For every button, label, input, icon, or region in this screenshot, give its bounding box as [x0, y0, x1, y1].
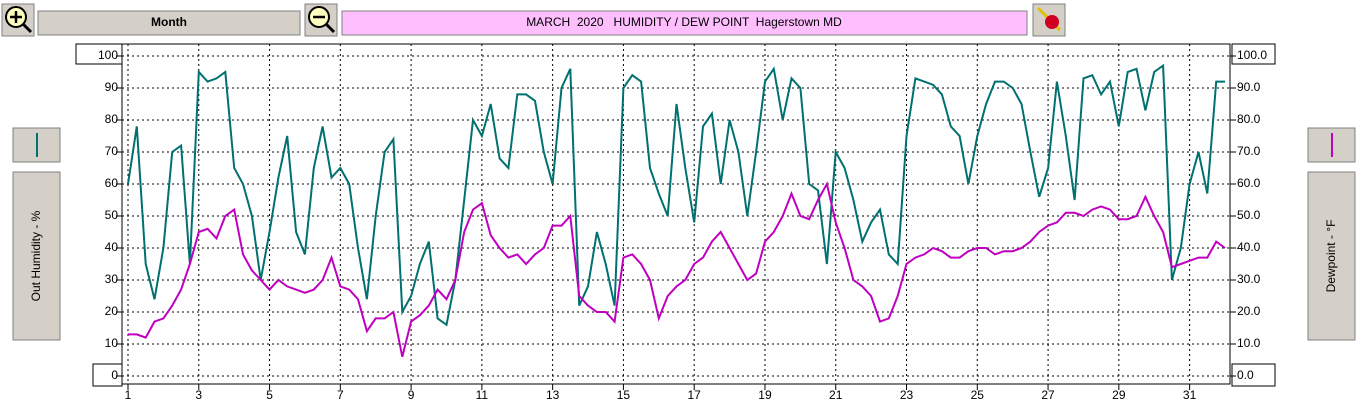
- axis-box: [1231, 43, 1276, 65]
- x-tick-label: 13: [546, 388, 560, 402]
- x-tick-label: 27: [1041, 388, 1055, 402]
- range-button[interactable]: [37, 10, 301, 36]
- y2-tick-label: 60.0: [1237, 176, 1261, 190]
- y2-tick-label: 50.0: [1237, 208, 1261, 222]
- y2-tick-label: 40.0: [1237, 240, 1261, 254]
- y-tick-label: 70: [105, 144, 119, 158]
- y-tick-label: 10: [105, 336, 119, 350]
- series-label: Out Humidity - %: [29, 210, 43, 301]
- range-label: Month: [151, 15, 187, 29]
- x-tick-label: 9: [408, 388, 415, 402]
- series-label: Dewpoint - °F: [1324, 220, 1338, 293]
- y2-tick-label: 0.0: [1237, 368, 1254, 382]
- y2-axis-button[interactable]: [1307, 171, 1356, 341]
- y-tick-label: 60: [105, 176, 119, 190]
- x-tick-label: 25: [971, 388, 985, 402]
- y-tick-label: 80: [105, 112, 119, 126]
- x-tick-label: 3: [195, 388, 202, 402]
- series-line: [128, 181, 1226, 358]
- y-tick-label: 20: [105, 304, 119, 318]
- y-axis-button[interactable]: [12, 171, 61, 341]
- x-tick-label: 15: [617, 388, 631, 402]
- y2-tick-label: 80.0: [1237, 112, 1261, 126]
- series-line: [127, 63, 1225, 327]
- x-tick-label: 21: [829, 388, 843, 402]
- y-tick-label: 100: [98, 48, 118, 62]
- x-tick-label: 29: [1112, 388, 1126, 402]
- x-tick-label: 17: [688, 388, 702, 402]
- settings-button[interactable]: [1032, 3, 1066, 37]
- x-tick-label: 1: [125, 388, 132, 402]
- y-tick-label: 90: [105, 80, 119, 94]
- title-box: [341, 10, 1028, 36]
- zoom-in-button[interactable]: [1, 3, 35, 37]
- y-tick-label: 50: [105, 208, 119, 222]
- chart-title: MARCH 2020 HUMIDITY / DEW POINT Hagersto…: [526, 15, 842, 29]
- zoom-out-button[interactable]: [304, 3, 338, 37]
- y-tick-label: 0: [111, 368, 118, 382]
- y2-tick-label: 20.0: [1237, 304, 1261, 318]
- x-tick-label: 19: [758, 388, 772, 402]
- x-tick-label: 31: [1183, 388, 1197, 402]
- x-tick-label: 23: [900, 388, 914, 402]
- y-tick-label: 30: [105, 272, 119, 286]
- y2-tick-label: 70.0: [1237, 144, 1261, 158]
- y2-tick-label: 100.0: [1237, 48, 1267, 62]
- x-tick-label: 11: [476, 388, 489, 402]
- x-tick-label: 7: [337, 388, 344, 402]
- y2-tick-label: 30.0: [1237, 272, 1261, 286]
- plot-frame: [121, 43, 1231, 385]
- y2-tick-label: 10.0: [1237, 336, 1261, 350]
- y2-tick-label: 90.0: [1237, 80, 1261, 94]
- x-tick-label: 5: [266, 388, 273, 402]
- y-tick-label: 40: [105, 240, 119, 254]
- axis-box: [1231, 363, 1276, 387]
